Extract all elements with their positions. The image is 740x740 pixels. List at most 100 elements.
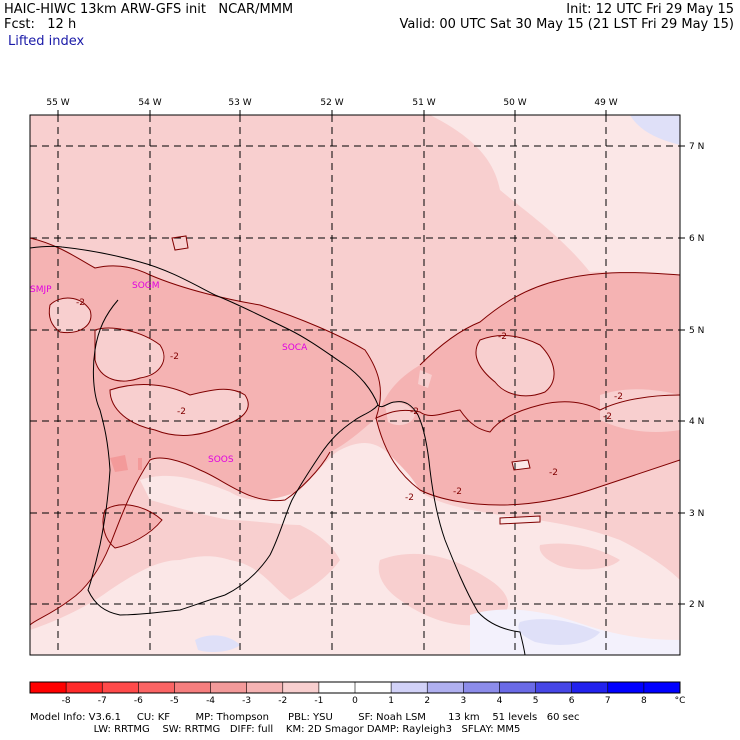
latitude-labels: 7 N 6 N 5 N 4 N 3 N 2 N <box>689 142 704 610</box>
field-name: Lifted index <box>8 34 85 49</box>
field-region <box>30 443 680 655</box>
contour-lines <box>30 235 680 626</box>
contour-line <box>475 335 555 397</box>
forecast-hour: Fcst: 12 h <box>4 17 77 32</box>
station-label: SOGM <box>132 281 160 291</box>
field-region <box>385 402 415 426</box>
colorbar-tick-label: -1 <box>314 696 323 706</box>
contour-line <box>102 504 163 549</box>
contour-line <box>499 515 541 525</box>
contour-label: -2 <box>603 412 612 422</box>
colorbar: -8 -7 -6 -5 -4 -3 -2 -1 0 1 2 3 4 5 6 7 8 °C <box>29 681 686 706</box>
field-region <box>110 455 128 472</box>
longitude-labels: 55 W 54 W 53 W 52 W 51 W 50 W 49 W <box>46 98 617 108</box>
colorbar-swatch <box>535 682 572 693</box>
colorbar-swatch <box>102 682 139 693</box>
field-region <box>430 115 680 290</box>
colorbar-tick-label: -8 <box>62 696 71 706</box>
field-region <box>512 460 530 470</box>
init-time: Init: 12 UTC Fri 29 May 15 <box>566 2 734 17</box>
contour-line <box>109 384 249 436</box>
colorbar-tick-label: 1 <box>388 696 394 706</box>
colorbar-swatch <box>282 682 320 693</box>
contour-line <box>30 237 680 433</box>
colorbar-tick-label: 2 <box>424 696 430 706</box>
coastline <box>30 245 396 408</box>
contour-label: -2 <box>410 407 419 417</box>
colorbar-unit: °C <box>675 696 686 706</box>
contour-label: -2 <box>498 332 507 342</box>
map-field <box>30 115 680 655</box>
colorbar-tick-label: 8 <box>641 696 647 706</box>
colorbar-swatch <box>391 682 428 693</box>
axis-ticks <box>57 110 685 605</box>
contour-line <box>375 417 680 506</box>
colorbar-swatch <box>571 682 609 693</box>
contour-line <box>171 235 189 251</box>
lon-label: 54 W <box>138 98 161 108</box>
contour-label: -2 <box>177 407 186 417</box>
field-region <box>195 635 240 653</box>
coastline <box>394 401 526 655</box>
colorbar-tick-label: 4 <box>497 696 503 706</box>
lon-label: 52 W <box>320 98 343 108</box>
colorbar-swatch <box>355 682 392 693</box>
field-region <box>475 335 555 396</box>
field-region <box>539 543 620 570</box>
colorbar-swatch <box>643 682 681 693</box>
colorbar-tick-label: 6 <box>569 696 575 706</box>
station-label: SMJP <box>30 285 52 295</box>
contour-label: -2 <box>76 298 85 308</box>
coastlines-borders <box>30 245 526 655</box>
lon-label: 50 W <box>503 98 526 108</box>
station-labels: SMJP SOGM SOCA SOOS <box>30 281 308 465</box>
colorbar-tick-label: -5 <box>170 696 179 706</box>
contour-line <box>30 451 331 626</box>
field-region <box>172 236 188 250</box>
field-region <box>518 619 600 645</box>
station-label: SOCA <box>282 343 308 353</box>
colorbar-swatch <box>138 682 175 693</box>
colorbar-swatch <box>246 682 284 693</box>
colorbar-swatch <box>66 682 103 693</box>
field-region <box>110 384 249 436</box>
field-region <box>257 538 310 572</box>
colorbar-swatch <box>318 682 356 693</box>
plot-frame <box>29 114 681 656</box>
field-region <box>418 370 432 388</box>
colorbar-tick-label: -3 <box>242 696 251 706</box>
contour-line <box>48 297 92 334</box>
valid-time: Valid: 00 UTC Sat 30 May 15 (21 LST Fri … <box>399 17 734 32</box>
colorbar-swatch <box>210 682 247 693</box>
field-region <box>630 115 680 145</box>
colorbar-tick-label: 3 <box>460 696 466 706</box>
colorbar-tick-label: -6 <box>134 696 143 706</box>
colorbar-tick-label: 5 <box>533 696 539 706</box>
lat-label: 4 N <box>689 417 704 427</box>
field-region <box>103 504 162 548</box>
model-info-line2: LW: RRTMG SW: RRTMG DIFF: full KM: 2D Sm… <box>30 724 521 735</box>
colorbar-tick-label: 7 <box>605 696 611 706</box>
contour-line <box>94 327 165 382</box>
lon-label: 51 W <box>412 98 435 108</box>
colorbar-swatch <box>499 682 536 693</box>
field-region <box>138 458 142 470</box>
colorbar-swatch <box>607 682 645 693</box>
colorbar-tick-label: -7 <box>98 696 107 706</box>
field-region <box>49 298 91 333</box>
field-region <box>95 328 164 381</box>
contour-label: -2 <box>453 487 462 497</box>
border-line <box>87 299 226 616</box>
contour-line <box>511 459 531 471</box>
lat-label: 7 N <box>689 142 704 152</box>
contour-line <box>419 272 680 366</box>
model-info-line1: Model Info: V3.6.1 CU: KF MP: Thompson P… <box>30 712 580 723</box>
lat-lon-grid <box>30 115 680 655</box>
map-title: HAIC-HIWC 13km ARW-GFS init NCAR/MMM <box>4 2 294 17</box>
colorbar-swatch <box>463 682 500 693</box>
contour-label: -2 <box>170 352 179 362</box>
colorbar-tick-label: 0 <box>352 696 358 706</box>
colorbar-swatch <box>30 682 67 693</box>
colorbar-tick-label: -2 <box>278 696 287 706</box>
